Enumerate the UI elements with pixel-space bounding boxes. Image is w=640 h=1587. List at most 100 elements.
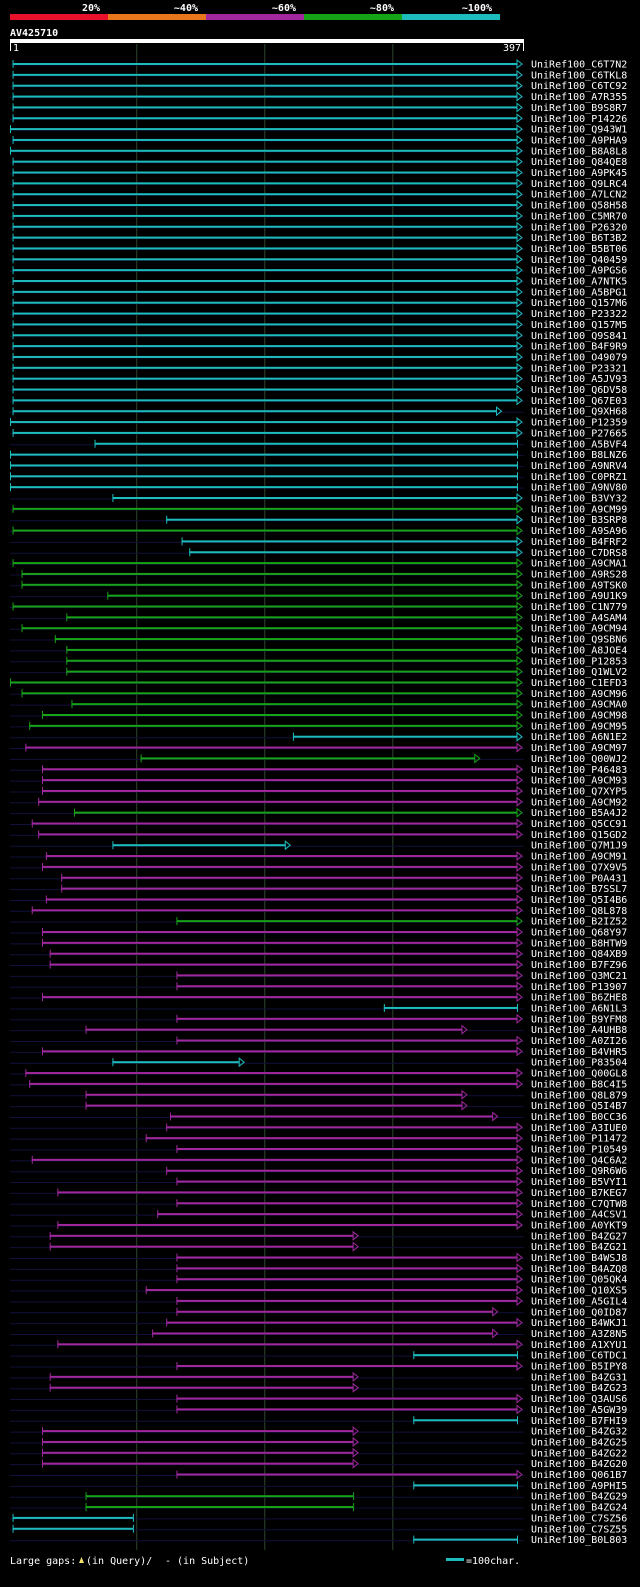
hit-start-tick <box>66 613 68 622</box>
hit-end-arrow <box>516 69 523 80</box>
hit-bar <box>176 920 517 923</box>
query-start-tick <box>10 43 11 51</box>
hit-start-tick <box>166 1123 168 1132</box>
hit-bar <box>12 290 517 293</box>
identity-scale <box>10 14 500 20</box>
hit-row: UniRef100_B4FRF2 <box>10 536 627 548</box>
hit-label: UniRef100_A7NTK5 <box>531 277 627 288</box>
hit-end-arrow <box>516 666 523 677</box>
hit-label: UniRef100_B8C4I5 <box>531 1079 627 1090</box>
hit-start-tick <box>12 559 14 568</box>
hit-end-tick <box>517 1481 518 1490</box>
hit-start-tick <box>12 168 14 177</box>
hit-row: UniRef100_P12853 <box>10 655 627 667</box>
hit-bar <box>176 1310 493 1313</box>
hit-row: UniRef100_B4WSJ8 <box>10 1252 627 1264</box>
hit-end-arrow <box>516 1035 523 1046</box>
hit-row: UniRef100_A9CM99 <box>10 503 627 515</box>
hit-row: UniRef100_Q5CC91 <box>10 818 627 830</box>
hit-start-tick <box>112 1058 114 1067</box>
hit-end-arrow <box>516 688 523 699</box>
hit-end-arrow <box>516 883 523 894</box>
hit-end-tick <box>517 450 518 459</box>
hit-row: UniRef100_A5BPG1 <box>10 286 627 298</box>
hit-bar <box>12 73 517 76</box>
hit-end-arrow <box>516 970 523 981</box>
hit-start-tick <box>140 754 142 763</box>
hit-bar <box>12 399 517 402</box>
hit-start-tick <box>12 407 14 416</box>
hit-bar <box>12 562 517 565</box>
hit-end-arrow <box>496 406 503 417</box>
hit-label: UniRef100_Q8L879 <box>531 1090 627 1101</box>
gap-marker-icon <box>79 1557 84 1563</box>
hit-label: UniRef100_Q84QE8 <box>531 157 627 168</box>
hit-start-tick <box>176 982 178 991</box>
hit-end-arrow <box>516 720 523 731</box>
hit-start-tick <box>61 884 63 893</box>
hit-label: UniRef100_C1EFD3 <box>531 678 627 689</box>
hit-label: UniRef100_P12359 <box>531 418 627 429</box>
hit-end-arrow <box>516 80 523 91</box>
hit-row: UniRef100_A9CM96 <box>10 688 627 700</box>
hit-end-tick <box>517 1535 518 1544</box>
hit-row: UniRef100_A9NV80 <box>10 483 627 494</box>
hit-label: UniRef100_Q943W1 <box>531 125 627 136</box>
hit-label: UniRef100_A9U1K9 <box>531 591 627 602</box>
hit-label: UniRef100_Q00GL8 <box>531 1069 627 1080</box>
hit-end-tick <box>517 483 518 492</box>
hit-label: UniRef100_Q9S841 <box>531 331 627 342</box>
scale-label: ~80% <box>370 3 394 14</box>
hit-end-arrow <box>516 1360 523 1372</box>
hit-row: UniRef100_B4ZG29 <box>10 1492 627 1503</box>
hit-bar <box>94 442 517 445</box>
hit-row: UniRef100_Q7M1J9 <box>10 840 627 852</box>
hit-row: UniRef100_B4ZG25 <box>10 1436 627 1448</box>
hit-row: UniRef100_B4ZG32 <box>10 1426 627 1438</box>
hit-bar <box>85 1028 462 1031</box>
hit-row: UniRef100_A5JV93 <box>10 373 627 385</box>
hit-row: UniRef100_B4ZG23 <box>10 1382 627 1394</box>
hit-end-arrow <box>492 1306 499 1317</box>
hit-start-tick <box>42 938 44 947</box>
hit-bar <box>176 1299 517 1302</box>
hit-label: UniRef100_Q5I4B6 <box>531 895 627 906</box>
hit-row: UniRef100_A8JOE4 <box>10 644 627 656</box>
hit-label: UniRef100_A7R355 <box>531 92 627 103</box>
hit-end-arrow <box>516 807 523 818</box>
scale-segment <box>402 14 500 20</box>
hit-label: UniRef100_A4UHB8 <box>531 1025 627 1036</box>
hit-end-arrow <box>516 568 523 579</box>
hit-start-tick <box>12 92 14 101</box>
hit-label: UniRef100_B4ZG20 <box>531 1459 627 1470</box>
hit-bar <box>61 887 517 890</box>
hit-row: UniRef100_Q9LRC4 <box>10 178 627 190</box>
hit-start-tick <box>49 960 51 969</box>
hit-end-arrow <box>516 210 523 221</box>
hit-row: UniRef100_Q157M6 <box>10 297 627 309</box>
hit-start-tick <box>54 635 56 644</box>
hit-bar <box>49 952 517 955</box>
hit-bar <box>176 1256 517 1259</box>
legend: Large gaps: (in Query)/ - (in Subject) =… <box>10 1556 520 1567</box>
hit-start-tick <box>166 1166 168 1175</box>
hit-label: UniRef100_A0ZI26 <box>531 1036 627 1047</box>
hit-row: UniRef100_A9CM91 <box>10 851 627 863</box>
hit-bar <box>42 865 518 868</box>
hit-end-arrow <box>516 1133 523 1144</box>
hit-row: UniRef100_Q5I4B6 <box>10 894 627 906</box>
hit-start-tick <box>66 667 68 676</box>
hit-row: UniRef100_Q3AUS6 <box>10 1393 627 1405</box>
hit-bar <box>166 518 518 521</box>
hit-label: UniRef100_B5VYI1 <box>531 1177 627 1188</box>
hit-bar <box>12 247 517 250</box>
hit-row: UniRef100_Q9XH68 <box>10 406 627 418</box>
hit-start-tick <box>66 645 68 654</box>
hit-bar <box>12 193 517 196</box>
hit-row: UniRef100_A9CM98 <box>10 709 627 722</box>
hit-start-tick <box>176 1199 178 1208</box>
hit-end-arrow <box>516 1046 523 1057</box>
hit-end-arrow <box>516 113 523 124</box>
hit-end-arrow <box>516 547 523 558</box>
